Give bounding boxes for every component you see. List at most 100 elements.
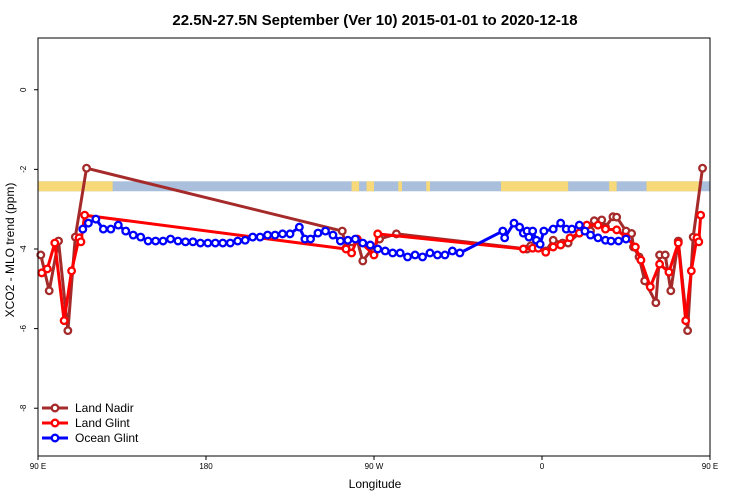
data-point xyxy=(645,282,655,292)
data-point xyxy=(410,250,420,260)
data-point xyxy=(369,250,379,260)
data-point xyxy=(395,248,405,258)
data-point xyxy=(63,326,73,336)
data-point xyxy=(601,224,610,234)
legend-marker xyxy=(50,433,60,443)
data-point xyxy=(447,246,457,256)
data-point xyxy=(240,235,250,245)
data-point xyxy=(233,236,243,246)
data-point xyxy=(498,226,508,236)
series-line xyxy=(39,166,704,333)
data-point xyxy=(313,228,323,238)
data-point xyxy=(188,237,198,247)
data-point xyxy=(143,236,153,246)
y-axis: 0 -2 -4 -6 -8 xyxy=(19,87,38,412)
data-point xyxy=(335,236,345,246)
data-point xyxy=(614,236,623,246)
data-point xyxy=(373,229,383,239)
legend-item-ocean-glint: Ocean Glint xyxy=(42,431,139,445)
data-point xyxy=(548,235,558,245)
data-point xyxy=(686,266,696,276)
legend-label: Land Glint xyxy=(75,416,130,430)
data-point xyxy=(98,224,108,234)
data-point xyxy=(321,226,330,236)
data-point xyxy=(80,210,90,220)
data-point xyxy=(509,218,519,228)
data-point xyxy=(500,233,510,243)
data-point xyxy=(535,239,545,249)
data-point xyxy=(425,248,435,258)
data-point xyxy=(113,220,123,230)
data-point xyxy=(664,267,674,277)
data-point xyxy=(306,234,315,244)
data-point xyxy=(128,230,138,240)
series-land-glint xyxy=(37,210,706,326)
data-point xyxy=(78,224,88,234)
data-point xyxy=(343,235,353,245)
legend-item-land-glint: Land Glint xyxy=(42,416,130,430)
legend-label: Ocean Glint xyxy=(75,431,139,445)
data-point xyxy=(683,326,693,336)
data-point xyxy=(210,238,220,248)
data-point xyxy=(358,238,368,248)
data-point xyxy=(666,286,676,296)
data-point xyxy=(440,250,450,260)
data-point xyxy=(567,224,577,234)
land-segment xyxy=(500,181,569,192)
data-point xyxy=(373,244,383,254)
data-point xyxy=(636,255,646,265)
x-tick-label: 90 E xyxy=(702,462,718,471)
data-point xyxy=(294,222,304,232)
data-point xyxy=(270,230,280,240)
data-point xyxy=(580,226,590,236)
data-point xyxy=(524,232,534,242)
data-point xyxy=(698,163,707,173)
x-tick-label: 90 E xyxy=(30,462,46,471)
data-point xyxy=(518,244,528,254)
data-point xyxy=(91,214,101,224)
data-point xyxy=(263,230,273,240)
data-point xyxy=(586,230,595,240)
data-point xyxy=(515,222,525,232)
data-point xyxy=(694,237,704,247)
data-point xyxy=(606,236,616,246)
data-point xyxy=(403,252,413,262)
land-segment xyxy=(351,181,360,192)
legend-item-land-nadir: Land Nadir xyxy=(42,401,134,415)
data-point xyxy=(696,210,706,220)
data-point xyxy=(83,218,93,228)
series-group xyxy=(36,163,707,336)
land-ocean-band xyxy=(38,181,710,192)
data-point xyxy=(248,232,258,242)
data-point xyxy=(365,240,375,250)
data-point xyxy=(218,238,228,248)
data-point xyxy=(158,236,168,246)
y-tick-label: 0 xyxy=(19,87,28,92)
legend-label: Land Nadir xyxy=(75,401,134,415)
data-point xyxy=(673,238,683,248)
data-point xyxy=(285,229,295,239)
legend-marker xyxy=(50,403,60,413)
data-point xyxy=(565,233,575,243)
data-point xyxy=(106,224,116,234)
data-point xyxy=(67,266,77,276)
chart-title: 22.5N-27.5N September (Ver 10) 2015-01-0… xyxy=(172,12,577,29)
land-segment xyxy=(366,181,374,192)
data-point xyxy=(621,234,631,244)
data-point xyxy=(136,232,146,242)
y-tick-label: -2 xyxy=(19,165,28,173)
data-point xyxy=(42,264,52,274)
data-point xyxy=(255,232,265,242)
data-point xyxy=(380,246,390,256)
data-point xyxy=(655,259,665,269)
data-point xyxy=(548,242,558,252)
data-point xyxy=(50,238,60,248)
data-point xyxy=(630,242,640,252)
data-point xyxy=(548,224,558,234)
data-point xyxy=(225,238,235,248)
x-tick-label: 180 xyxy=(199,462,213,471)
data-point xyxy=(612,225,622,235)
x-axis: 90 E 180 90 W 0 90 E xyxy=(30,456,718,471)
